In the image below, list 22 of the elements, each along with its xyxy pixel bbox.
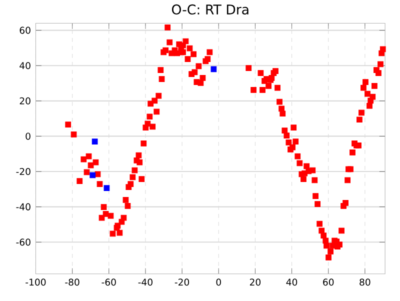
x-tick-label: 40 — [286, 278, 298, 286]
point — [92, 138, 98, 145]
point — [104, 185, 110, 192]
point — [90, 172, 96, 178]
x-tick-label: 20 — [250, 278, 261, 286]
x-tick-label: -20 — [174, 278, 190, 286]
y-tick-label: -20 — [16, 168, 30, 176]
y-tick-label: 40 — [20, 62, 30, 70]
y-tick-label: -60 — [16, 238, 30, 246]
x-tick-label: -60 — [102, 278, 116, 286]
y-tick-label: 0 — [26, 132, 30, 140]
x-tick-label: -100 — [26, 278, 46, 286]
y-tick-label: 20 — [20, 98, 30, 105]
y-tick-label: 60 — [20, 26, 30, 34]
x-tick-label: 80 — [360, 278, 370, 286]
x-tick-label: 0 — [216, 278, 221, 286]
x-tick-label: -40 — [138, 278, 152, 286]
point — [210, 66, 217, 72]
x-tick-label: 60 — [323, 278, 334, 286]
chart-title: O-C: RT Dra — [172, 4, 248, 15]
x-tick-label: -80 — [65, 278, 80, 286]
y-tick-label: -40 — [16, 204, 30, 211]
